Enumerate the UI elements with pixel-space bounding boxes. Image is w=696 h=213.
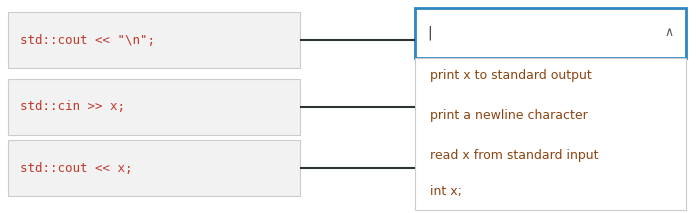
Bar (415, 8, 686, 58)
Text: ∧: ∧ (665, 26, 674, 39)
Text: int x;: int x; (430, 186, 462, 199)
Text: print x to standard output: print x to standard output (430, 69, 592, 82)
Text: print a newline character: print a newline character (430, 108, 587, 121)
Text: |: | (427, 26, 432, 40)
Bar (8, 12, 300, 68)
Bar (8, 140, 300, 196)
Bar (415, 58, 686, 210)
Text: std::cout << "\n";: std::cout << "\n"; (20, 33, 155, 46)
Text: read x from standard input: read x from standard input (430, 148, 599, 161)
Text: std::cout << x;: std::cout << x; (20, 161, 132, 174)
Text: std::cin >> x;: std::cin >> x; (20, 101, 125, 114)
Bar (8, 79, 300, 135)
